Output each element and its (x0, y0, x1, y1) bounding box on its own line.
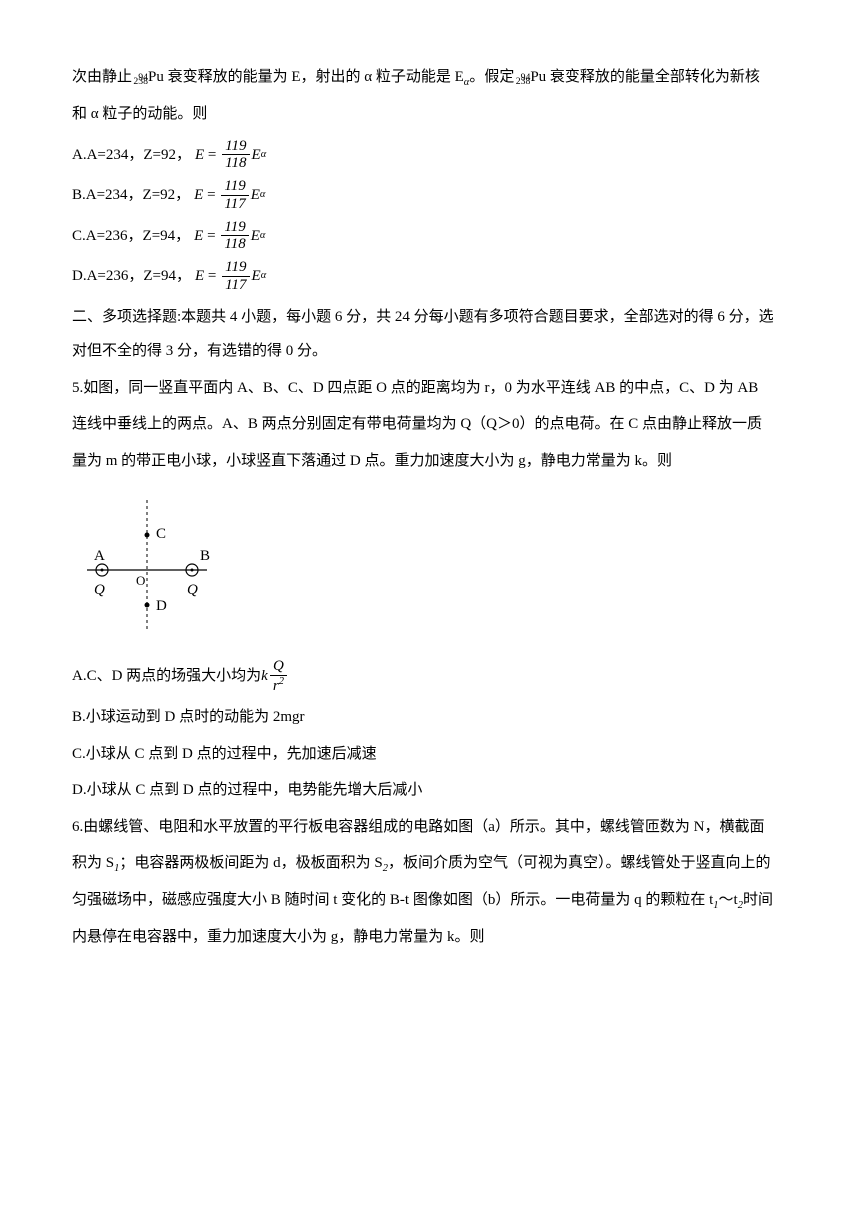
opt-prefix: A.A=234，Z=92， (72, 138, 191, 173)
intro-line1: 次由静止23894Pu 衰变释放的能量为 E，射出的 α 粒子动能是 Eα。假定… (72, 60, 788, 95)
text: ；电容器两极板间距为 d，极板面积为 S (119, 855, 382, 871)
q6-p2: 积为 S1；电容器两极板间距为 d，极板面积为 S2，板间介质为空气（可视为真空… (72, 846, 788, 881)
iso-sub: 94 (521, 67, 531, 89)
isotope: Pu (530, 69, 546, 85)
label-D: D (156, 598, 167, 614)
rhs-sub: α (261, 143, 267, 167)
text: ～t (719, 892, 738, 908)
eq-lhs: E (195, 259, 204, 294)
den: 118 (222, 155, 249, 172)
opt-prefix: D.A=236，Z=94， (72, 259, 191, 294)
rhs-sub: α (260, 183, 266, 207)
intro-line2: 和 α 粒子的动能。则 (72, 97, 788, 132)
den: 118 (221, 236, 248, 253)
eq-rhs: E (252, 259, 261, 294)
num: 119 (221, 219, 248, 237)
den: 117 (222, 277, 249, 294)
eq-rhs: E (251, 178, 260, 213)
eq-rhs: E (251, 219, 260, 254)
q6-p1: 6.由螺线管、电阻和水平放置的平行板电容器组成的电路如图（a）所示。其中，螺线管… (72, 810, 788, 845)
text: 。假定 (469, 69, 514, 85)
text: 匀强磁场中，磁感应强度大小 B 随时间 t 变化的 B-t 图像如图（b）所示。… (72, 892, 713, 908)
label-A: A (94, 548, 105, 564)
q6-p4: 内悬停在电容器中，重力加速度大小为 g，静电力常量为 k。则 (72, 920, 788, 955)
eq-lhs: E (194, 219, 203, 254)
num: 119 (221, 178, 248, 196)
num: 119 (222, 259, 249, 277)
label-Q1: Q (94, 582, 105, 598)
q5-p2: 连线中垂线上的两点。A、B 两点分别固定有带电荷量均为 Q（Q＞0）的点电荷。在… (72, 407, 788, 442)
eq-lhs: E (194, 178, 203, 213)
text: 积为 S (72, 855, 114, 871)
q5-option-d: D.小球从 C 点到 D 点的过程中，电势能先增大后减小 (72, 773, 788, 808)
label-C: C (156, 526, 166, 542)
q5-p1: 5.如图，同一竖直平面内 A、B、C、D 四点距 O 点的距离均为 r，0 为水… (72, 371, 788, 406)
text: 次由静止 (72, 69, 132, 85)
option-a: A.A=234，Z=92， E = 119118 Eα (72, 138, 788, 173)
label-O: O (136, 573, 145, 588)
q5-option-c: C.小球从 C 点到 D 点的过程中，先加速后减速 (72, 737, 788, 772)
label-B: B (200, 548, 210, 564)
text: 衰变释放的能量为 E，射出的 α 粒子动能是 E (164, 69, 464, 85)
rhs-sub: α (261, 264, 267, 288)
num: Q (270, 658, 287, 676)
option-c: C.A=236，Z=94， E = 119118 Eα (72, 219, 788, 254)
q6-p3: 匀强磁场中，磁感应强度大小 B 随时间 t 变化的 B-t 图像如图（b）所示。… (72, 883, 788, 918)
isotope: Pu (148, 69, 164, 85)
num: 119 (222, 138, 249, 156)
iso-sub: 94 (138, 67, 148, 89)
q5-option-a: A.C、D 两点的场强大小均为 k Qr2 (72, 658, 788, 694)
k: k (261, 659, 268, 694)
opt-prefix: B.A=234，Z=92， (72, 178, 190, 213)
eq-lhs: E (195, 138, 204, 173)
label-Q2: Q (187, 582, 198, 598)
section2-heading: 二、多项选择题:本题共 4 小题，每小题 6 分，共 24 分每小题有多项符合题… (72, 300, 788, 369)
text: ，板间介质为空气（可视为真空）。螺线管处于竖直向上的 (388, 855, 771, 871)
opt-prefix: C.A=236，Z=94， (72, 219, 190, 254)
eq-rhs: E (252, 138, 261, 173)
q5-diagram: A B C D O Q Q (72, 490, 222, 640)
text: 时间 (743, 892, 773, 908)
den-sup: 2 (279, 676, 284, 687)
rhs-sub: α (260, 224, 266, 248)
option-d: D.A=236，Z=94， E = 119117 Eα (72, 259, 788, 294)
opt-text: A.C、D 两点的场强大小均为 (72, 659, 261, 694)
q5-p3: 量为 m 的带正电小球，小球竖直下落通过 D 点。重力加速度大小为 g，静电力常… (72, 444, 788, 479)
text: 衰变释放的能量全部转化为新核 (546, 69, 760, 85)
den: 117 (221, 196, 248, 213)
option-b: B.A=234，Z=92， E = 119117 Eα (72, 178, 788, 213)
q5-option-b: B.小球运动到 D 点时的动能为 2mgr (72, 700, 788, 735)
